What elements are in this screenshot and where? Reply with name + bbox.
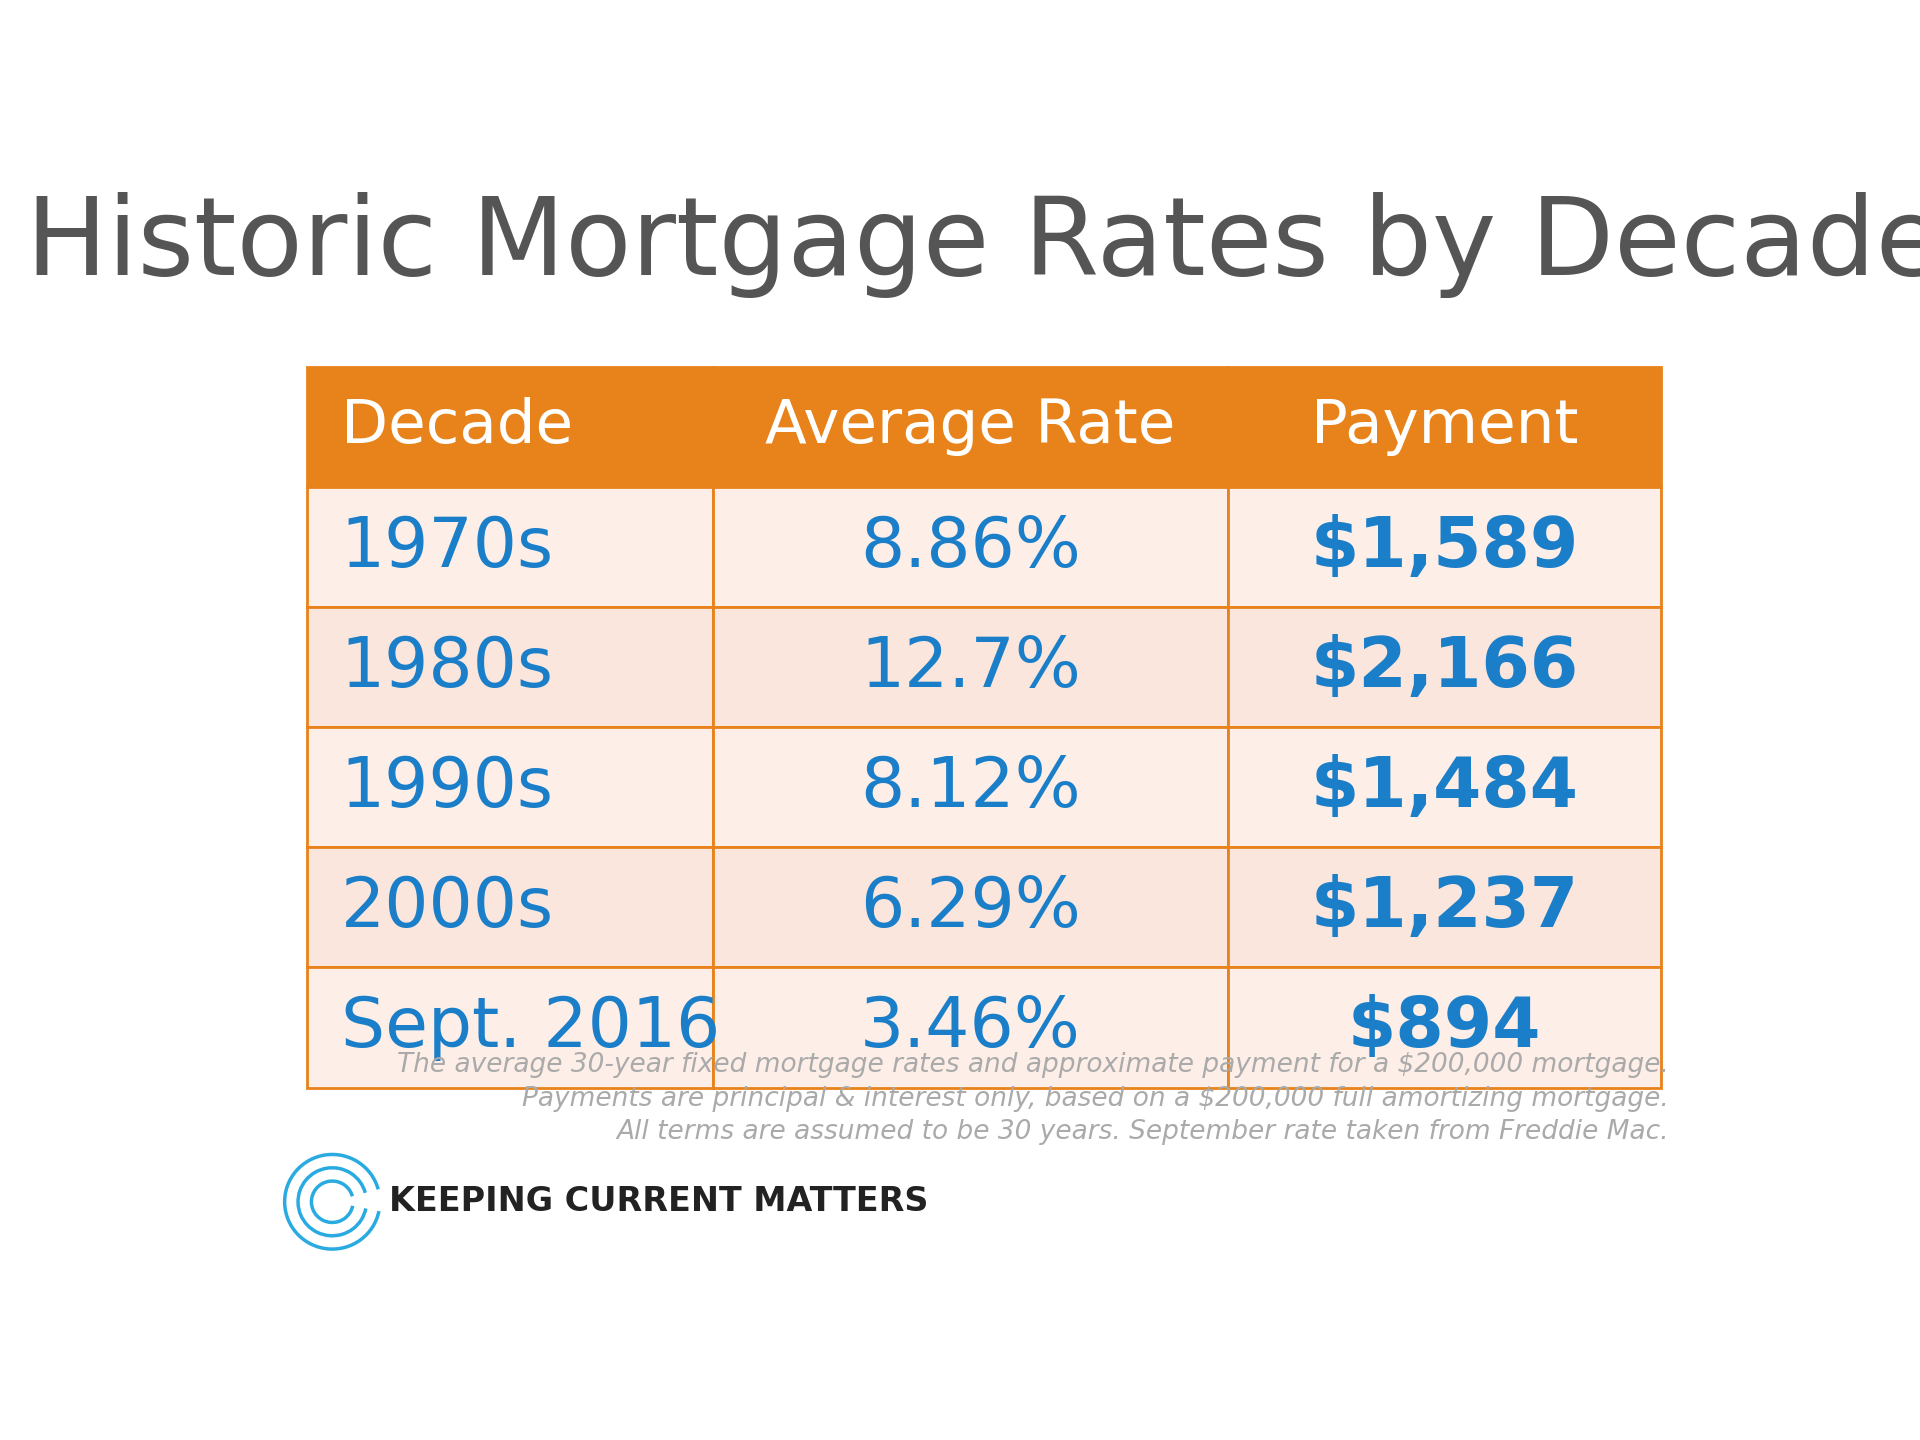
FancyBboxPatch shape — [307, 608, 712, 727]
Text: All terms are assumed to be 30 years. September rate taken from Freddie Mac.: All terms are assumed to be 30 years. Se… — [616, 1119, 1668, 1145]
FancyBboxPatch shape — [712, 847, 1227, 968]
FancyBboxPatch shape — [712, 968, 1227, 1087]
Text: $1,589: $1,589 — [1309, 514, 1578, 580]
Text: Payment: Payment — [1311, 397, 1578, 456]
FancyBboxPatch shape — [307, 968, 712, 1087]
Text: Historic Mortgage Rates by Decade: Historic Mortgage Rates by Decade — [25, 192, 1920, 298]
Text: 1980s: 1980s — [342, 634, 553, 701]
FancyBboxPatch shape — [1227, 367, 1661, 487]
Text: 1990s: 1990s — [342, 753, 553, 821]
Text: $894: $894 — [1348, 994, 1542, 1061]
Text: Average Rate: Average Rate — [766, 397, 1175, 456]
FancyBboxPatch shape — [1227, 487, 1661, 608]
Text: Sept. 2016: Sept. 2016 — [342, 994, 720, 1061]
FancyBboxPatch shape — [712, 487, 1227, 608]
Text: $1,237: $1,237 — [1309, 874, 1578, 940]
Text: KEEPING CURRENT MATTERS: KEEPING CURRENT MATTERS — [388, 1185, 927, 1218]
Text: 8.12%: 8.12% — [860, 753, 1081, 821]
Text: 3.46%: 3.46% — [860, 994, 1081, 1061]
Text: The average 30-year fixed mortgage rates and approximate payment for a $200,000 : The average 30-year fixed mortgage rates… — [397, 1053, 1668, 1079]
Text: 2000s: 2000s — [342, 874, 555, 940]
FancyBboxPatch shape — [307, 367, 712, 487]
Text: 1970s: 1970s — [342, 514, 555, 580]
Text: Payments are principal & interest only, based on a $200,000 full amortizing mort: Payments are principal & interest only, … — [522, 1086, 1668, 1112]
Text: 12.7%: 12.7% — [860, 634, 1081, 701]
FancyBboxPatch shape — [1227, 608, 1661, 727]
FancyBboxPatch shape — [1227, 968, 1661, 1087]
FancyBboxPatch shape — [1227, 727, 1661, 847]
FancyBboxPatch shape — [1227, 847, 1661, 968]
Text: 8.86%: 8.86% — [860, 514, 1081, 580]
Text: Decade: Decade — [342, 397, 572, 456]
Text: $1,484: $1,484 — [1309, 753, 1578, 821]
FancyBboxPatch shape — [712, 608, 1227, 727]
Text: $2,166: $2,166 — [1309, 634, 1578, 701]
Text: 6.29%: 6.29% — [860, 874, 1081, 940]
FancyBboxPatch shape — [307, 487, 712, 608]
FancyBboxPatch shape — [712, 727, 1227, 847]
FancyBboxPatch shape — [712, 367, 1227, 487]
FancyBboxPatch shape — [307, 727, 712, 847]
FancyBboxPatch shape — [307, 847, 712, 968]
